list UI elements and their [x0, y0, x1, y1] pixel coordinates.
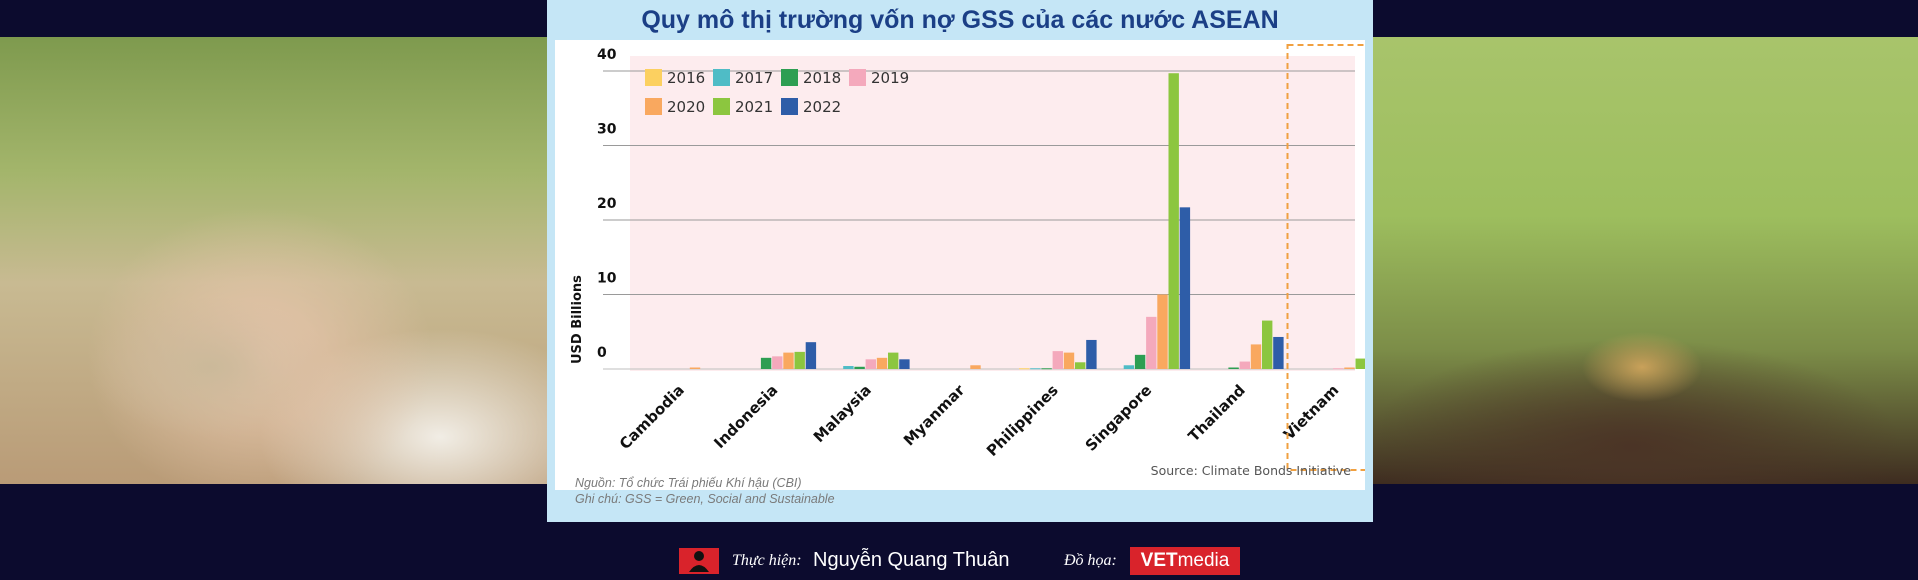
- bar-philippines-2018: [1041, 368, 1052, 370]
- bar-thailand-2022: [1273, 336, 1284, 369]
- bar-indonesia-2019: [772, 356, 783, 369]
- bar-cambodia-2020: [689, 367, 701, 369]
- highlight-box-vietnam: [1286, 44, 1365, 471]
- bar-philippines-2016: [1019, 368, 1030, 370]
- legend-swatch-2021: [713, 98, 730, 115]
- source-note-en: Source: Climate Bonds Initiative: [1151, 463, 1352, 478]
- bar-malaysia-2022: [899, 359, 910, 369]
- legend-label-2019: 2019: [871, 69, 909, 87]
- legend-label-2016: 2016: [667, 69, 705, 87]
- graphics-label: Đồ họa:: [1064, 552, 1117, 569]
- bar-thailand-2018: [1228, 367, 1239, 369]
- bar-singapore-2017: [1123, 365, 1135, 369]
- legend-swatch-2016: [645, 69, 662, 86]
- bar-singapore-2020: [1157, 294, 1168, 369]
- hands-coins-plant-image: [0, 37, 548, 484]
- bar-indonesia-2018: [760, 357, 772, 369]
- bar-singapore-2021: [1168, 73, 1179, 370]
- x-tick-label-cambodia: Cambodia: [616, 381, 688, 453]
- legend-label-2020: 2020: [667, 98, 705, 116]
- credit-bar: Thực hiện: Nguyễn Quang Thuân Đồ họa: VE…: [0, 540, 1918, 580]
- chart-card: 0 10 20 30 40 USD Billions Cambodia Indonesia Ma…: [555, 40, 1365, 506]
- y-tick-label: 40: [597, 47, 617, 63]
- y-tick-label: 20: [597, 196, 617, 212]
- legend-swatch-2022: [781, 98, 798, 115]
- chart-title: Quy mô thị trường vốn nợ GSS của các nướ…: [641, 6, 1279, 34]
- x-tick-label-thailand: Thailand: [1185, 381, 1249, 445]
- legend-swatch-2019: [849, 69, 866, 86]
- x-tick-label-malaysia: Malaysia: [810, 381, 875, 446]
- brand-light: media: [1177, 550, 1230, 571]
- gss-bar-chart: 0 10 20 30 40 USD Billions Cambodia Indonesia Ma…: [570, 44, 1365, 478]
- bar-malaysia-2021: [888, 352, 899, 369]
- plot-background: [630, 56, 1355, 371]
- legend-swatch-2018: [781, 69, 798, 86]
- legend-swatch-2017: [713, 69, 730, 86]
- y-tick-label: 30: [597, 122, 617, 138]
- vetmedia-logo: VETmedia: [1130, 547, 1240, 575]
- bar-indonesia-2020: [783, 352, 794, 369]
- bar-vietnam-2021: [1355, 358, 1365, 369]
- x-tick-label-philippines: Philippines: [983, 381, 1062, 460]
- legend-label-2022: 2022: [803, 98, 841, 116]
- x-tick-label-vietnam: Vietnam: [1280, 381, 1342, 443]
- x-tick-label-myanmar: Myanmar: [900, 381, 969, 450]
- coins-plant-soil-image: [1372, 37, 1918, 484]
- legend-label-2021: 2021: [735, 98, 773, 116]
- source-note-vi: Nguồn: Tổ chức Trái phiếu Khí hậu (CBI): [575, 476, 802, 490]
- bar-malaysia-2018: [854, 366, 865, 369]
- bar-philippines-2019: [1052, 351, 1063, 369]
- bar-malaysia-2020: [876, 357, 888, 369]
- bar-philippines-2022: [1086, 339, 1097, 369]
- x-tick-label-indonesia: Indonesia: [710, 381, 781, 452]
- author-label: Thực hiện:: [732, 552, 802, 569]
- bar-indonesia-2021: [794, 351, 805, 369]
- bar-singapore-2018: [1134, 354, 1146, 369]
- chart-panel: Quy mô thị trường vốn nợ GSS của các nướ…: [547, 0, 1373, 522]
- gss-definition-note: Ghi chú: GSS = Green, Social and Sustain…: [575, 492, 835, 506]
- bar-vietnam-2019: [1333, 368, 1344, 370]
- y-tick-label: 10: [597, 271, 617, 287]
- author-name: Nguyễn Quang Thuân: [813, 549, 1010, 571]
- person-icon: [679, 548, 719, 574]
- brand-bold: VET: [1140, 550, 1178, 571]
- legend-swatch-2020: [645, 98, 662, 115]
- bar-singapore-2022: [1179, 207, 1191, 369]
- bar-malaysia-2019: [865, 359, 876, 369]
- bar-thailand-2019: [1239, 361, 1250, 369]
- bar-thailand-2021: [1262, 320, 1273, 369]
- bar-indonesia-2022: [805, 342, 817, 369]
- bar-philippines-2021: [1075, 362, 1086, 369]
- bar-vietnam-2020: [1344, 367, 1355, 369]
- y-tick-label: 0: [597, 345, 607, 361]
- bar-philippines-2017: [1030, 368, 1041, 370]
- y-axis-label: USD Billions: [570, 275, 585, 364]
- x-tick-label-singapore: Singapore: [1082, 381, 1156, 455]
- legend-label-2017: 2017: [735, 69, 773, 87]
- bar-singapore-2019: [1146, 316, 1157, 369]
- bar-philippines-2020: [1063, 352, 1075, 369]
- legend-label-2018: 2018: [803, 69, 841, 87]
- bar-malaysia-2017: [843, 366, 854, 369]
- bar-myanmar-2020: [970, 365, 981, 369]
- bar-thailand-2020: [1250, 344, 1262, 369]
